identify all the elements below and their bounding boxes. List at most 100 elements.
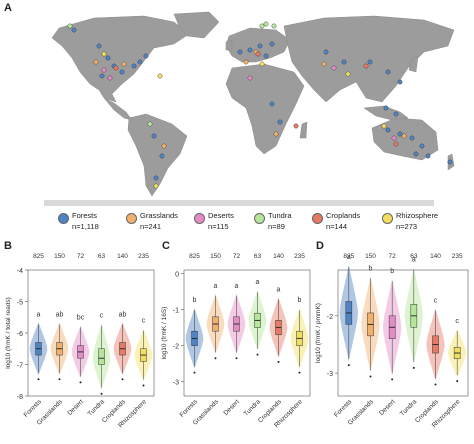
y-tick-label: -6 (17, 331, 23, 338)
significance-letter: b (390, 268, 394, 275)
desert-sample-points (101, 65, 397, 141)
outlier-point (391, 378, 394, 381)
outlier-point (412, 366, 415, 369)
x-tick-label: Tundra (87, 398, 107, 418)
outlier-point (58, 378, 61, 381)
legend-label: Forests (72, 211, 98, 220)
central-america-landmass (103, 97, 133, 121)
sample-count: 140 (430, 253, 441, 260)
outlier-point (142, 384, 145, 387)
y-axis-label: log10 (frmK / total reads) (5, 297, 12, 369)
legend: Forests n=1,118 Grasslands n=241 Deserts n=11… (58, 211, 474, 238)
legend-count: n=115 (208, 222, 229, 231)
significance-letter: a (214, 283, 218, 290)
y-tick-label: 0 (175, 272, 179, 279)
legend-label: Croplands (326, 211, 361, 220)
legend-count: n=144 (326, 222, 348, 231)
significance-letter: ab (56, 311, 64, 318)
sample-count: 72 (233, 253, 241, 260)
plot-frame (337, 269, 469, 397)
southeast-asia-islands (363, 105, 409, 121)
legend-count: n=1,118 (72, 222, 99, 231)
sample-count: 72 (389, 253, 397, 260)
sample-count: 150 (365, 253, 376, 260)
significance-letter: a (347, 254, 351, 261)
greenland-landmass (173, 11, 220, 39)
plot-frame (27, 269, 155, 397)
y-tick-label: -7 (17, 363, 23, 370)
box-tundra (98, 348, 105, 365)
significance-letter: b (298, 297, 302, 304)
madagascar-landmass (299, 121, 308, 139)
sample-count: 63 (410, 253, 418, 260)
outlier-point (79, 381, 82, 384)
sample-count: 235 (138, 253, 149, 260)
world-map (44, 11, 455, 206)
outlier-point (193, 371, 196, 374)
significance-letter: c (100, 313, 104, 320)
significance-letter: c (142, 318, 146, 325)
asia-landmass (283, 15, 455, 103)
north-america-landmass (51, 15, 190, 103)
legend-swatch (312, 213, 323, 224)
uk-landmass (225, 39, 233, 51)
sample-count: 150 (210, 253, 221, 260)
rhizosphere-sample-points (101, 51, 387, 189)
outlier-point (456, 380, 459, 383)
significance-letter: a (37, 311, 41, 318)
legend-label: Deserts (208, 211, 234, 220)
significance-letter: bc (77, 314, 85, 321)
sample-count: 825 (189, 253, 200, 260)
south-america-landmass (127, 113, 188, 197)
outlier-point (214, 357, 217, 360)
sample-count: 63 (98, 253, 106, 260)
legend-count: n=241 (140, 222, 162, 231)
y-tick-label: -4 (17, 268, 23, 275)
sample-count: 72 (77, 253, 85, 260)
sample-count: 235 (294, 253, 305, 260)
y-tick-label: -3 (327, 371, 333, 378)
x-tick-label: Desert (378, 398, 397, 417)
sample-count: 825 (33, 253, 44, 260)
africa-landmass (225, 63, 305, 155)
outlier-point (298, 371, 301, 374)
sample-count: 235 (452, 253, 463, 260)
panel-letter-b: B (4, 240, 12, 252)
outlier-point (100, 392, 103, 395)
x-tick-label: Forests (23, 398, 44, 419)
legend-label: Tundra (268, 211, 292, 220)
panel-letter-d: D (316, 240, 324, 252)
significance-letter: a (256, 279, 260, 286)
legend-swatch (194, 213, 205, 224)
y-tick-label: -8 (17, 394, 23, 401)
significance-letter: b (193, 297, 197, 304)
sample-count: 63 (254, 253, 262, 260)
sample-count: 140 (117, 253, 128, 260)
significance-letter: b (369, 265, 373, 272)
outlier-point (121, 378, 124, 381)
outlier-point (347, 364, 350, 367)
legend-label: Rhizosphere (396, 211, 439, 220)
x-tick-label: Tundra (399, 398, 419, 418)
grassland-sample-points (93, 49, 407, 149)
x-tick-label: Tundra (243, 398, 263, 418)
significance-letter: c (455, 318, 459, 325)
sample-count: 140 (273, 253, 284, 260)
panel-letter-c: C (162, 240, 170, 252)
plot-frame (183, 269, 311, 397)
panel-letter-a: A (4, 2, 12, 14)
japan-landmass (408, 55, 419, 73)
x-tick-label: Desert (66, 398, 85, 417)
legend-count: n=273 (396, 222, 418, 231)
y-tick-label: -1 (173, 308, 179, 315)
sample-count: 150 (54, 253, 65, 260)
y-axis-label: log10 (frmK / pmmK) (315, 303, 322, 363)
y-tick-label: -2 (327, 314, 333, 321)
cropland-sample-points (113, 51, 399, 147)
significance-letter: a (235, 283, 239, 290)
outlier-point (369, 375, 372, 378)
significance-letter: c (434, 297, 438, 304)
outlier-point (434, 383, 437, 386)
outlier-point (256, 353, 259, 356)
